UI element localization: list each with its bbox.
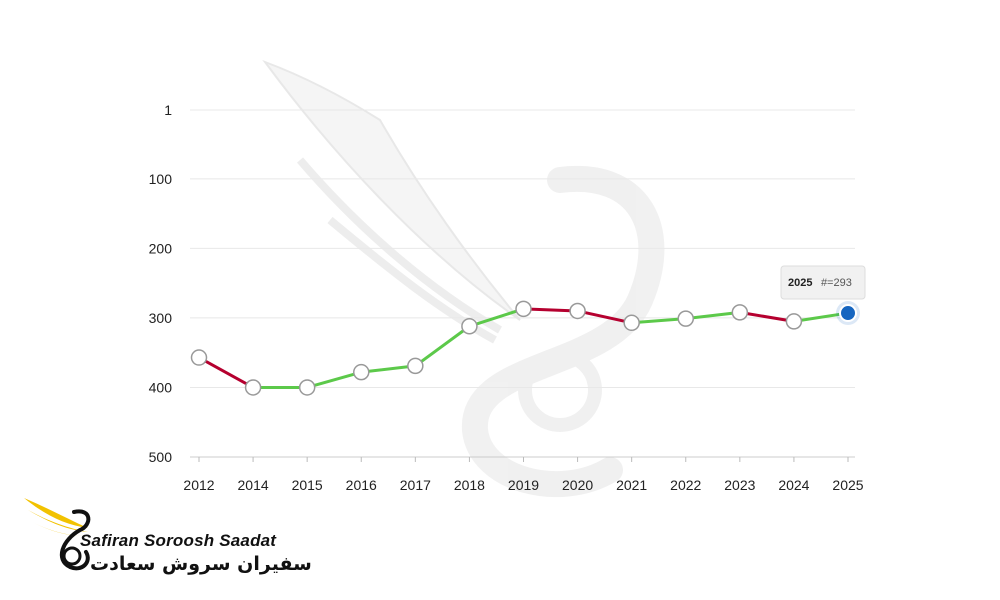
- data-point: [569, 302, 586, 320]
- y-tick-label: 500: [149, 449, 173, 465]
- data-point-highlight: [839, 304, 857, 323]
- series-line: [197, 307, 850, 389]
- line-segment: [305, 370, 363, 389]
- line-segment: [738, 310, 796, 323]
- line-segment: [359, 364, 417, 374]
- tooltip-text: 2025 #=293: [788, 273, 852, 290]
- line-segment: [467, 307, 525, 328]
- x-tick-label: 2018: [454, 477, 485, 493]
- tooltip-box: [780, 265, 866, 300]
- line-segment: [522, 307, 580, 313]
- x-tick-label: 2020: [562, 477, 593, 493]
- data-point: [677, 310, 694, 327]
- x-tick-label: 2021: [616, 477, 647, 493]
- data-point: [731, 304, 749, 321]
- x-axis-labels: 2012 2014 2015 2016 2017 2018 2019 2020 2021 2022…: [183, 457, 864, 493]
- y-tick-label: 400: [149, 379, 173, 395]
- data-point: [407, 357, 424, 375]
- data-point: [623, 314, 640, 332]
- line-segment: [684, 310, 742, 321]
- series-points: [190, 300, 860, 396]
- x-tick-label: 2017: [400, 477, 431, 493]
- y-tick-label: 100: [149, 171, 173, 187]
- line-segment: [630, 317, 688, 325]
- y-tick-label: 300: [149, 310, 173, 326]
- x-tick-label: 2024: [778, 477, 809, 493]
- x-tick-label: 2025: [832, 477, 863, 493]
- x-tick-label: 2015: [292, 477, 323, 493]
- line-segment: [792, 311, 850, 323]
- y-axis-labels: 1 100 200 300 400 500: [149, 102, 173, 465]
- data-point: [244, 379, 262, 396]
- data-point: [353, 363, 370, 381]
- x-tick-label: 2016: [346, 477, 377, 493]
- data-point: [190, 349, 208, 366]
- x-tick-label: 2022: [670, 477, 701, 493]
- line-segment: [576, 309, 634, 325]
- brand-name-en: Safiran Soroosh Saadat: [80, 531, 277, 550]
- y-tick-label: 200: [149, 240, 173, 256]
- brand-name-fa: سفیران سروش سعادت: [90, 553, 312, 575]
- watermark-logo: [262, 59, 665, 497]
- data-point: [461, 318, 478, 335]
- data-point: [785, 313, 803, 330]
- x-tick-label: 2012: [183, 477, 214, 493]
- line-segment: [413, 324, 471, 368]
- x-tick-label: 2023: [724, 477, 755, 493]
- data-point: [515, 300, 532, 318]
- brand-logo: [24, 498, 91, 571]
- tooltip: 2025 #=293: [780, 265, 866, 300]
- line-segment: [197, 356, 255, 389]
- x-tick-label: 2014: [238, 477, 269, 493]
- x-tick-label: 2019: [508, 477, 539, 493]
- y-tick-label: 1: [164, 102, 172, 118]
- data-point: [298, 379, 316, 396]
